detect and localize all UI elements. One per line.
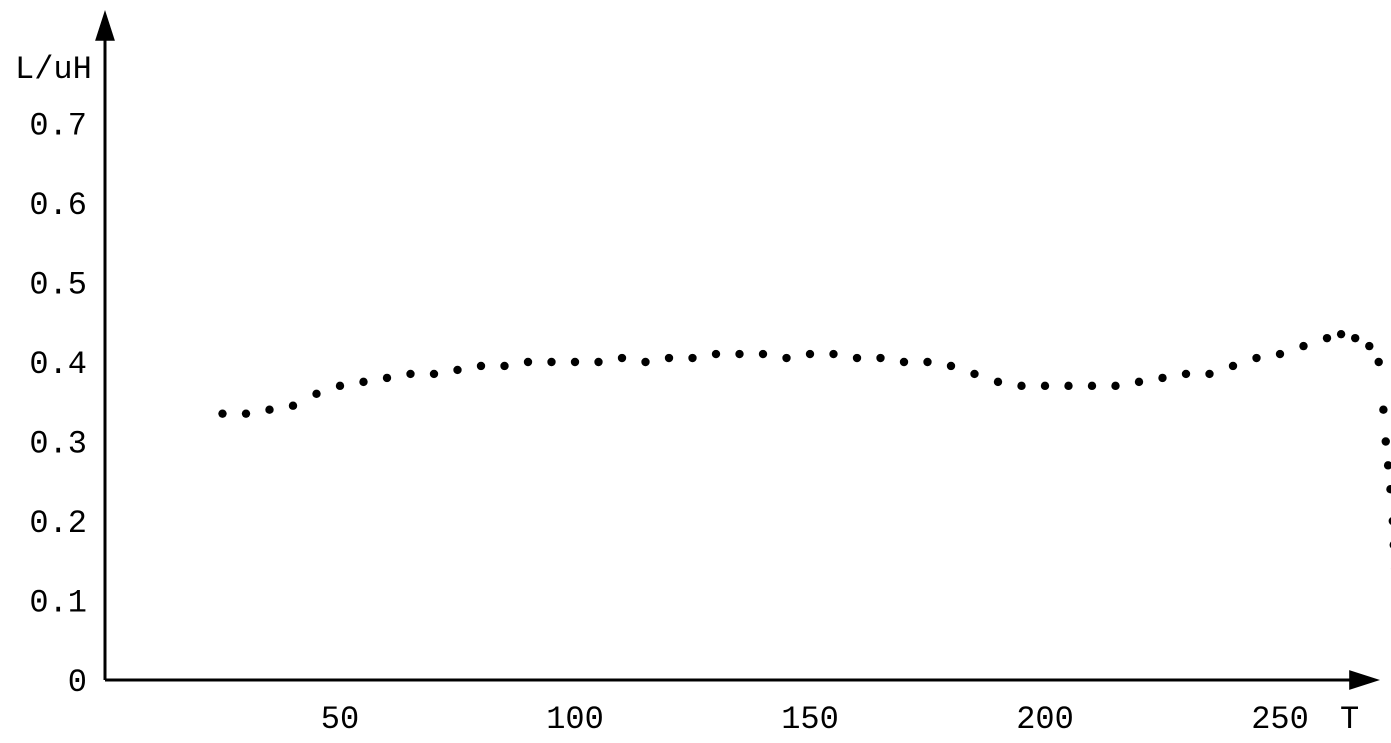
data-point bbox=[1382, 437, 1390, 445]
data-point bbox=[289, 402, 297, 410]
data-point bbox=[524, 358, 532, 366]
data-point bbox=[759, 350, 767, 358]
data-point bbox=[1182, 370, 1190, 378]
data-point bbox=[359, 378, 367, 386]
chart-background bbox=[0, 0, 1391, 743]
y-tick-label: 0.5 bbox=[29, 267, 87, 304]
data-point bbox=[712, 350, 720, 358]
x-tick-label: 50 bbox=[321, 701, 359, 738]
data-point bbox=[571, 358, 579, 366]
x-tick-label: 250 bbox=[1251, 701, 1309, 738]
data-point bbox=[547, 358, 555, 366]
data-point bbox=[312, 390, 320, 398]
data-point bbox=[1252, 354, 1260, 362]
data-point bbox=[1323, 334, 1331, 342]
data-point bbox=[1205, 370, 1213, 378]
data-point bbox=[735, 350, 743, 358]
data-point bbox=[688, 354, 696, 362]
x-tick-label: 150 bbox=[781, 701, 839, 738]
data-point bbox=[829, 350, 837, 358]
scatter-chart: L/uH T 0 0.1 0.2 0.3 0.4 0.5 0.6 0.7 50 100 150 200 25… bbox=[0, 0, 1391, 743]
data-point bbox=[453, 366, 461, 374]
data-point bbox=[594, 358, 602, 366]
data-point bbox=[430, 370, 438, 378]
x-tick-label: 200 bbox=[1016, 701, 1074, 738]
data-point bbox=[1276, 350, 1284, 358]
chart-svg: L/uH T 0 0.1 0.2 0.3 0.4 0.5 0.6 0.7 50 100 150 200 25… bbox=[0, 0, 1391, 743]
data-point bbox=[923, 358, 931, 366]
data-point bbox=[1337, 330, 1345, 338]
data-point bbox=[265, 406, 273, 414]
y-tick-label: 0.1 bbox=[29, 585, 87, 622]
data-point bbox=[1229, 362, 1237, 370]
y-tick-label: 0.4 bbox=[29, 346, 87, 383]
data-point bbox=[1135, 378, 1143, 386]
data-point bbox=[970, 370, 978, 378]
data-point bbox=[665, 354, 673, 362]
data-point bbox=[806, 350, 814, 358]
data-point bbox=[900, 358, 908, 366]
data-point bbox=[1064, 382, 1072, 390]
y-tick-label: 0.7 bbox=[29, 108, 87, 145]
data-point bbox=[853, 354, 861, 362]
data-point bbox=[336, 382, 344, 390]
data-point bbox=[641, 358, 649, 366]
data-point bbox=[1379, 406, 1387, 414]
data-point bbox=[876, 354, 884, 362]
data-point bbox=[994, 378, 1002, 386]
data-point bbox=[242, 409, 250, 417]
data-point bbox=[500, 362, 508, 370]
data-point bbox=[1375, 358, 1383, 366]
x-tick-label: 100 bbox=[546, 701, 604, 738]
data-point bbox=[1111, 382, 1119, 390]
data-point bbox=[406, 370, 414, 378]
data-point bbox=[477, 362, 485, 370]
y-tick-label: 0.6 bbox=[29, 187, 87, 224]
data-point bbox=[1017, 382, 1025, 390]
y-tick-label: 0.2 bbox=[29, 505, 87, 542]
data-point bbox=[1041, 382, 1049, 390]
data-point bbox=[1088, 382, 1096, 390]
data-point bbox=[218, 409, 226, 417]
y-axis-label: L/uH bbox=[15, 51, 92, 88]
data-point bbox=[618, 354, 626, 362]
data-point bbox=[1158, 374, 1166, 382]
data-point bbox=[947, 362, 955, 370]
data-point bbox=[1299, 342, 1307, 350]
x-axis-label: T bbox=[1340, 701, 1359, 738]
data-point bbox=[383, 374, 391, 382]
y-tick-label: 0 bbox=[68, 664, 87, 701]
data-point bbox=[1365, 342, 1373, 350]
data-point bbox=[782, 354, 790, 362]
data-point bbox=[1351, 334, 1359, 342]
y-tick-label: 0.3 bbox=[29, 426, 87, 463]
